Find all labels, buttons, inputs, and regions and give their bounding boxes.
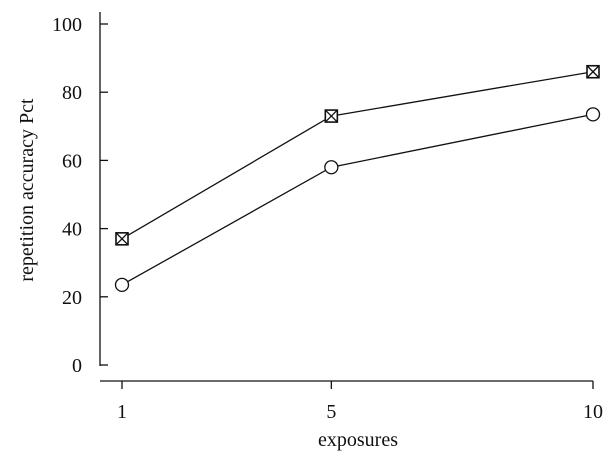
circle-point [325,161,338,174]
y-tick-label: 20 [62,287,82,309]
boxed-x-point [116,233,128,245]
y-tick-label: 100 [52,14,82,36]
circle-point [116,278,129,291]
x-axis-label: exposures [318,429,398,451]
y-tick-label: 40 [62,219,82,241]
y-tick-label: 60 [62,150,82,172]
x-axis-ticks: 1 5 10 [117,381,603,423]
y-tick-label: 80 [62,82,82,104]
boxed-x-point [587,66,599,78]
x-tick-label: 1 [117,401,127,423]
y-axis-label: repetition accuracy Pct [16,98,38,282]
series-1-line [122,72,593,239]
x-tick-label: 5 [326,401,336,423]
series-2-line [122,114,593,285]
circle-point [587,108,600,121]
boxed-x-point [325,110,337,122]
y-tick-label: 0 [72,355,82,377]
series-layer [116,66,600,292]
x-tick-label: 10 [583,401,603,423]
